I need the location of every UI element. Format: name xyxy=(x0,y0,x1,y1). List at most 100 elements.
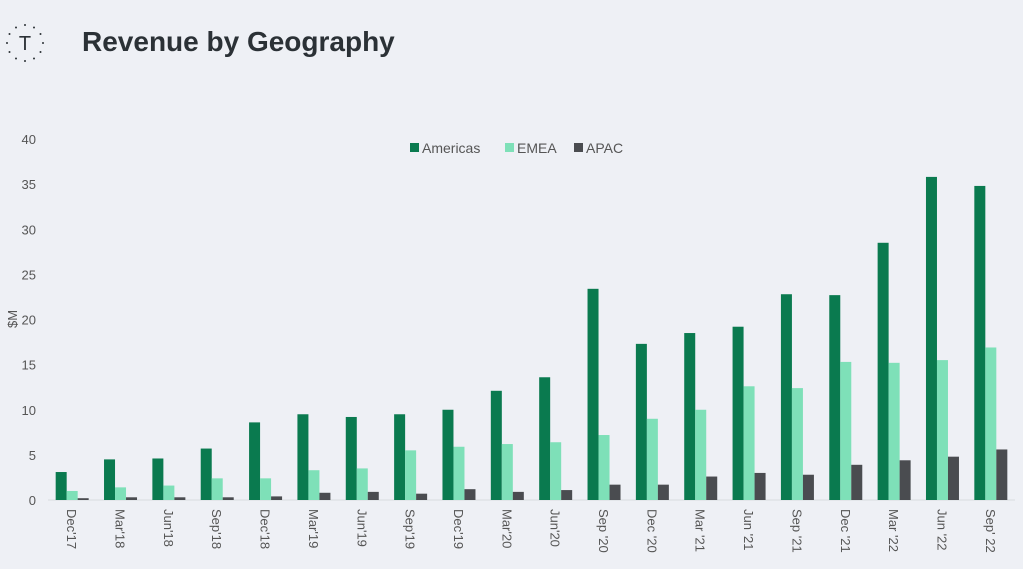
bar-emea-15 xyxy=(791,388,803,500)
bar-apac-15 xyxy=(802,474,814,500)
x-tick-label: Dec '21 xyxy=(838,509,853,553)
bar-americas-14 xyxy=(732,326,744,500)
bar-apac-3 xyxy=(222,497,234,500)
bar-apac-19 xyxy=(996,449,1008,500)
bar-emea-16 xyxy=(840,361,852,500)
y-tick-label: 30 xyxy=(22,222,36,237)
x-tick-label: Dec '20 xyxy=(644,509,659,553)
bar-americas-11 xyxy=(587,288,599,500)
y-tick-label: 10 xyxy=(22,403,36,418)
x-tick-label: Mar '21 xyxy=(693,509,708,552)
bar-emea-14 xyxy=(743,386,755,500)
bar-americas-3 xyxy=(200,448,212,500)
bar-emea-5 xyxy=(308,470,320,500)
bar-apac-11 xyxy=(609,484,621,500)
bar-americas-16 xyxy=(829,295,841,500)
bar-apac-18 xyxy=(947,456,959,500)
y-tick-label: 35 xyxy=(22,177,36,192)
bar-americas-8 xyxy=(442,409,454,500)
bar-americas-9 xyxy=(490,390,502,500)
bar-apac-6 xyxy=(367,491,379,500)
x-tick-label: Mar'20 xyxy=(499,509,514,548)
bar-emea-18 xyxy=(936,360,948,500)
x-tick-label: Jun'19 xyxy=(354,509,369,547)
bar-emea-11 xyxy=(598,435,610,500)
x-tick-label: Dec'18 xyxy=(258,509,273,549)
bar-apac-5 xyxy=(319,492,331,500)
legend-swatch-emea xyxy=(505,143,514,152)
x-tick-label: Sep'18 xyxy=(209,509,224,549)
bar-apac-13 xyxy=(706,476,718,500)
legend-label-americas: Americas xyxy=(422,140,480,156)
bar-apac-14 xyxy=(754,472,766,500)
x-tick-label: Mar '22 xyxy=(886,509,901,552)
x-tick-label: Sep'19 xyxy=(403,509,418,549)
bar-americas-1 xyxy=(104,459,116,500)
bar-americas-10 xyxy=(539,377,551,500)
bar-apac-0 xyxy=(77,498,89,500)
legend-swatch-americas xyxy=(410,143,419,152)
y-tick-label: 5 xyxy=(29,448,36,463)
bar-apac-4 xyxy=(271,496,283,500)
y-tick-label: 0 xyxy=(29,493,36,508)
bar-apac-7 xyxy=(416,493,428,500)
y-tick-label: 25 xyxy=(22,267,36,282)
legend-label-apac: APAC xyxy=(586,140,623,156)
bar-apac-17 xyxy=(899,460,911,500)
legend-swatch-apac xyxy=(574,143,583,152)
company-logo: T xyxy=(4,22,46,64)
bar-emea-1 xyxy=(115,487,127,500)
bar-emea-19 xyxy=(985,347,997,500)
bar-americas-7 xyxy=(394,414,406,500)
bar-emea-17 xyxy=(888,362,900,500)
y-tick-label: 20 xyxy=(22,313,36,328)
bar-apac-2 xyxy=(174,497,186,500)
x-tick-label: Jun '22 xyxy=(934,509,949,551)
bar-emea-8 xyxy=(453,446,465,500)
y-tick-label: 40 xyxy=(22,132,36,147)
bar-americas-17 xyxy=(877,242,889,500)
bar-emea-12 xyxy=(646,418,658,500)
bar-americas-18 xyxy=(925,176,937,500)
bar-americas-19 xyxy=(974,185,986,500)
bar-americas-13 xyxy=(684,333,696,500)
x-tick-label: Jun '21 xyxy=(741,509,756,551)
x-tick-label: Mar'18 xyxy=(113,509,128,548)
logo-letter: T xyxy=(19,33,31,55)
bar-americas-15 xyxy=(780,294,792,500)
x-tick-label: Sep '21 xyxy=(789,509,804,553)
bar-emea-2 xyxy=(163,485,175,500)
bar-emea-0 xyxy=(66,490,78,500)
x-tick-label: Sep' 22 xyxy=(983,509,998,553)
y-axis-label: $M xyxy=(5,310,20,328)
x-tick-label: Dec'19 xyxy=(451,509,466,549)
bar-americas-5 xyxy=(297,414,309,500)
x-tick-label: Jun'18 xyxy=(161,509,176,547)
bar-americas-0 xyxy=(55,472,67,500)
bar-apac-16 xyxy=(851,464,863,500)
bar-emea-9 xyxy=(501,444,513,500)
x-tick-label: Jun'20 xyxy=(548,509,563,547)
legend-label-emea: EMEA xyxy=(517,140,557,156)
bar-americas-12 xyxy=(635,343,647,500)
bar-apac-12 xyxy=(657,484,669,500)
bar-americas-2 xyxy=(152,458,164,500)
bar-emea-13 xyxy=(695,409,707,500)
bar-emea-3 xyxy=(211,478,223,500)
bar-americas-6 xyxy=(345,416,357,500)
bar-emea-10 xyxy=(550,442,562,500)
x-tick-label: Dec'17 xyxy=(64,509,79,549)
y-tick-label: 15 xyxy=(22,358,36,373)
x-tick-label: Sep '20 xyxy=(596,509,611,553)
bar-emea-4 xyxy=(260,478,272,500)
bar-apac-1 xyxy=(126,497,138,500)
page-title: Revenue by Geography xyxy=(82,26,395,57)
x-tick-label: Mar'19 xyxy=(306,509,321,548)
bar-americas-4 xyxy=(249,422,261,500)
bar-apac-9 xyxy=(512,491,524,500)
bar-emea-7 xyxy=(405,450,417,500)
bar-emea-6 xyxy=(356,468,368,500)
bar-apac-8 xyxy=(464,489,476,500)
bar-apac-10 xyxy=(561,490,573,500)
